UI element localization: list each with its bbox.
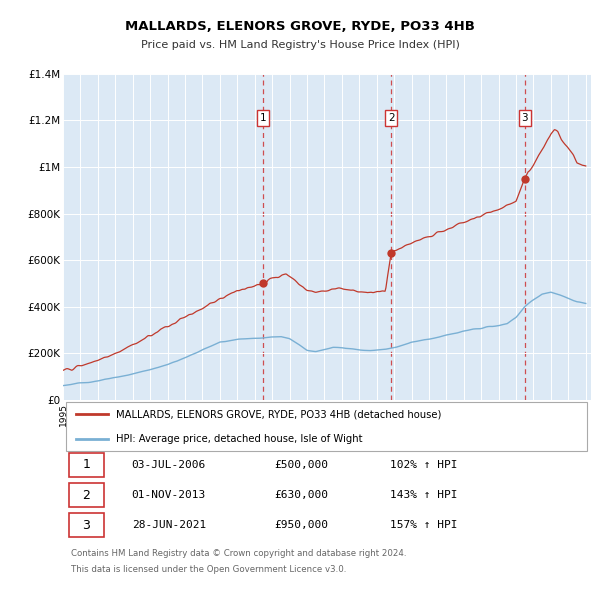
Text: £630,000: £630,000 [274,490,328,500]
FancyBboxPatch shape [65,402,587,451]
Text: 102% ↑ HPI: 102% ↑ HPI [391,460,458,470]
Text: 143% ↑ HPI: 143% ↑ HPI [391,490,458,500]
Text: HPI: Average price, detached house, Isle of Wight: HPI: Average price, detached house, Isle… [116,434,362,444]
Text: 3: 3 [521,113,528,123]
Text: 03-JUL-2006: 03-JUL-2006 [131,460,206,470]
Text: 157% ↑ HPI: 157% ↑ HPI [391,520,458,530]
Text: £500,000: £500,000 [274,460,328,470]
Text: 2: 2 [388,113,394,123]
Text: 2: 2 [82,489,90,502]
Text: This data is licensed under the Open Government Licence v3.0.: This data is licensed under the Open Gov… [71,565,346,574]
FancyBboxPatch shape [70,513,104,537]
Text: 1: 1 [260,113,267,123]
Text: 28-JUN-2021: 28-JUN-2021 [131,520,206,530]
Text: 01-NOV-2013: 01-NOV-2013 [131,490,206,500]
FancyBboxPatch shape [70,483,104,507]
Text: MALLARDS, ELENORS GROVE, RYDE, PO33 4HB: MALLARDS, ELENORS GROVE, RYDE, PO33 4HB [125,20,475,33]
Text: Contains HM Land Registry data © Crown copyright and database right 2024.: Contains HM Land Registry data © Crown c… [71,549,406,558]
Text: 3: 3 [82,519,90,532]
Text: Price paid vs. HM Land Registry's House Price Index (HPI): Price paid vs. HM Land Registry's House … [140,40,460,50]
Text: MALLARDS, ELENORS GROVE, RYDE, PO33 4HB (detached house): MALLARDS, ELENORS GROVE, RYDE, PO33 4HB … [116,409,441,419]
FancyBboxPatch shape [70,453,104,477]
Text: 1: 1 [82,458,90,471]
Text: £950,000: £950,000 [274,520,328,530]
